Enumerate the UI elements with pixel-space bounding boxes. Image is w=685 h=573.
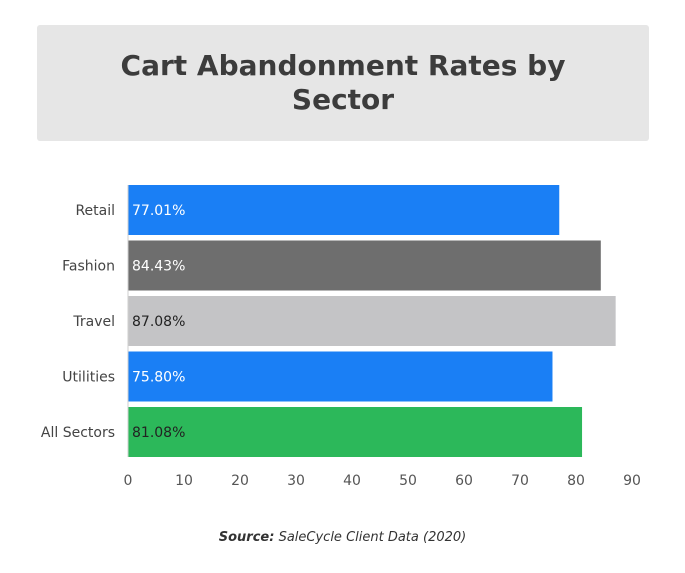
x-tick-label: 0 — [124, 473, 133, 489]
x-tick-label: 80 — [567, 473, 585, 489]
source-text: SaleCycle Client Data (2020) — [278, 530, 467, 545]
x-tick-label: 10 — [175, 473, 193, 489]
x-tick-label: 20 — [231, 473, 249, 489]
data-label: 77.01% — [132, 203, 185, 219]
data-label: 87.08% — [132, 314, 185, 330]
category-label: Fashion — [62, 259, 115, 275]
source-prefix: Source: — [218, 530, 275, 545]
category-label: All Sectors — [41, 425, 115, 441]
bar — [128, 407, 583, 457]
chart-title: Cart Abandonment Rates by Sector — [120, 49, 566, 116]
bar — [128, 185, 560, 235]
data-label: 84.43% — [132, 259, 185, 275]
data-label: 81.08% — [132, 425, 185, 441]
category-label: Travel — [72, 314, 115, 330]
bar — [128, 351, 553, 402]
x-tick-label: 90 — [623, 473, 641, 489]
category-label: Utilities — [62, 370, 115, 386]
x-tick-label: 50 — [399, 473, 417, 489]
x-tick-label: 70 — [511, 473, 529, 489]
x-tick-label: 60 — [455, 473, 473, 489]
title-box: Cart Abandonment Rates by Sector — [37, 25, 649, 141]
bar — [128, 240, 601, 291]
data-label: 75.80% — [132, 370, 185, 386]
bar-chart: Retail 77.01% Fashion 84.43% Travel 87.08% Uti… — [41, 185, 641, 489]
source-note: Source: SaleCycle Client Data (2020) — [0, 530, 685, 545]
x-tick-label: 40 — [343, 473, 361, 489]
category-label: Retail — [75, 203, 115, 219]
bar — [128, 296, 616, 346]
x-tick-label: 30 — [287, 473, 305, 489]
